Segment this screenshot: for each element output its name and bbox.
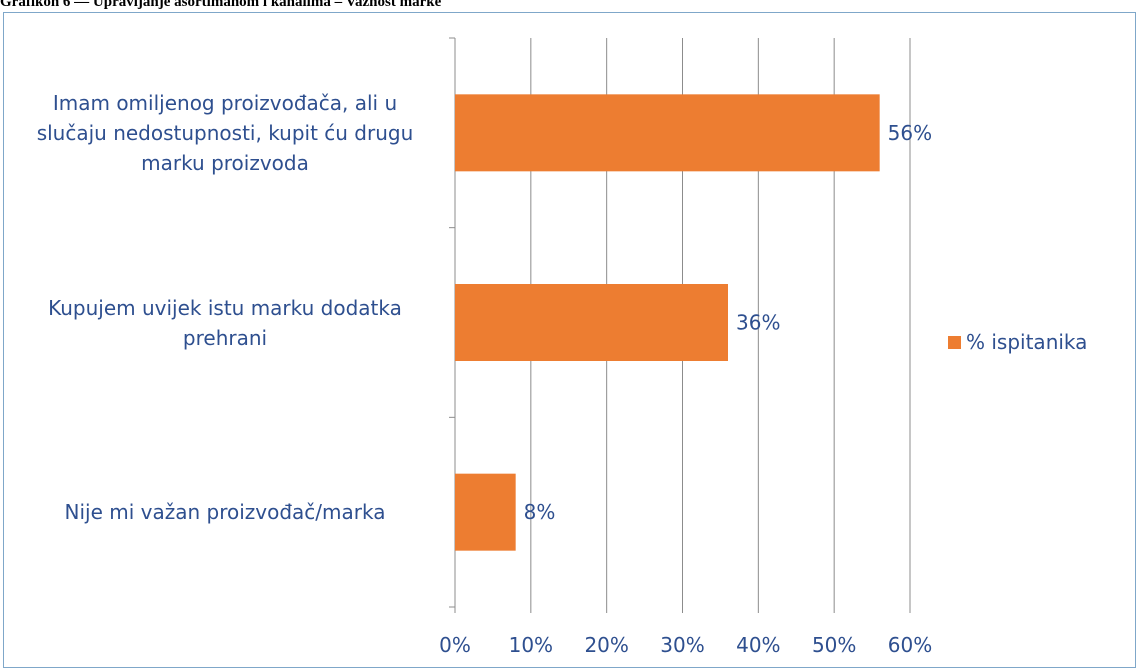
category-label-line: marku proizvoda — [141, 150, 309, 175]
x-tick-label: 40% — [736, 633, 780, 657]
category-label-line: Imam omiljenog proizvođača, ali u — [52, 90, 398, 115]
x-tick-label: 20% — [584, 633, 628, 657]
bar — [455, 473, 516, 551]
category-label: Kupujem uvijek istu marku dodatka prehran… — [5, 293, 445, 353]
legend-label: % ispitanika — [966, 330, 1088, 354]
category-label: Nije mi važan proizvođač/marka — [5, 497, 445, 527]
x-tick-label: 30% — [660, 633, 704, 657]
x-tick-label: 0% — [439, 633, 471, 657]
category-label: Imam omiljenog proizvođača, ali u slučaju… — [5, 88, 445, 178]
category-label-line: Nije mi važan proizvođač/marka — [64, 500, 386, 525]
data-label: 36% — [736, 311, 780, 335]
legend-swatch — [948, 335, 961, 349]
figure-caption: Grafikon 6 — Upravljanje asortimanom i k… — [0, 0, 442, 10]
category-label-line: Kupujem uvijek istu marku dodatka — [48, 295, 402, 320]
x-tick-label: 60% — [888, 633, 932, 657]
category-label-line: slučaju nedostupnosti, kupit ću drugu — [36, 120, 414, 145]
data-label: 56% — [888, 121, 932, 145]
x-tick-label: 50% — [812, 633, 856, 657]
bar — [455, 94, 880, 172]
category-label-line: prehrani — [182, 325, 268, 350]
bar — [455, 284, 728, 361]
data-label: 8% — [524, 500, 556, 524]
x-tick-label: 10% — [509, 633, 553, 657]
legend: % ispitanika — [948, 330, 1087, 354]
